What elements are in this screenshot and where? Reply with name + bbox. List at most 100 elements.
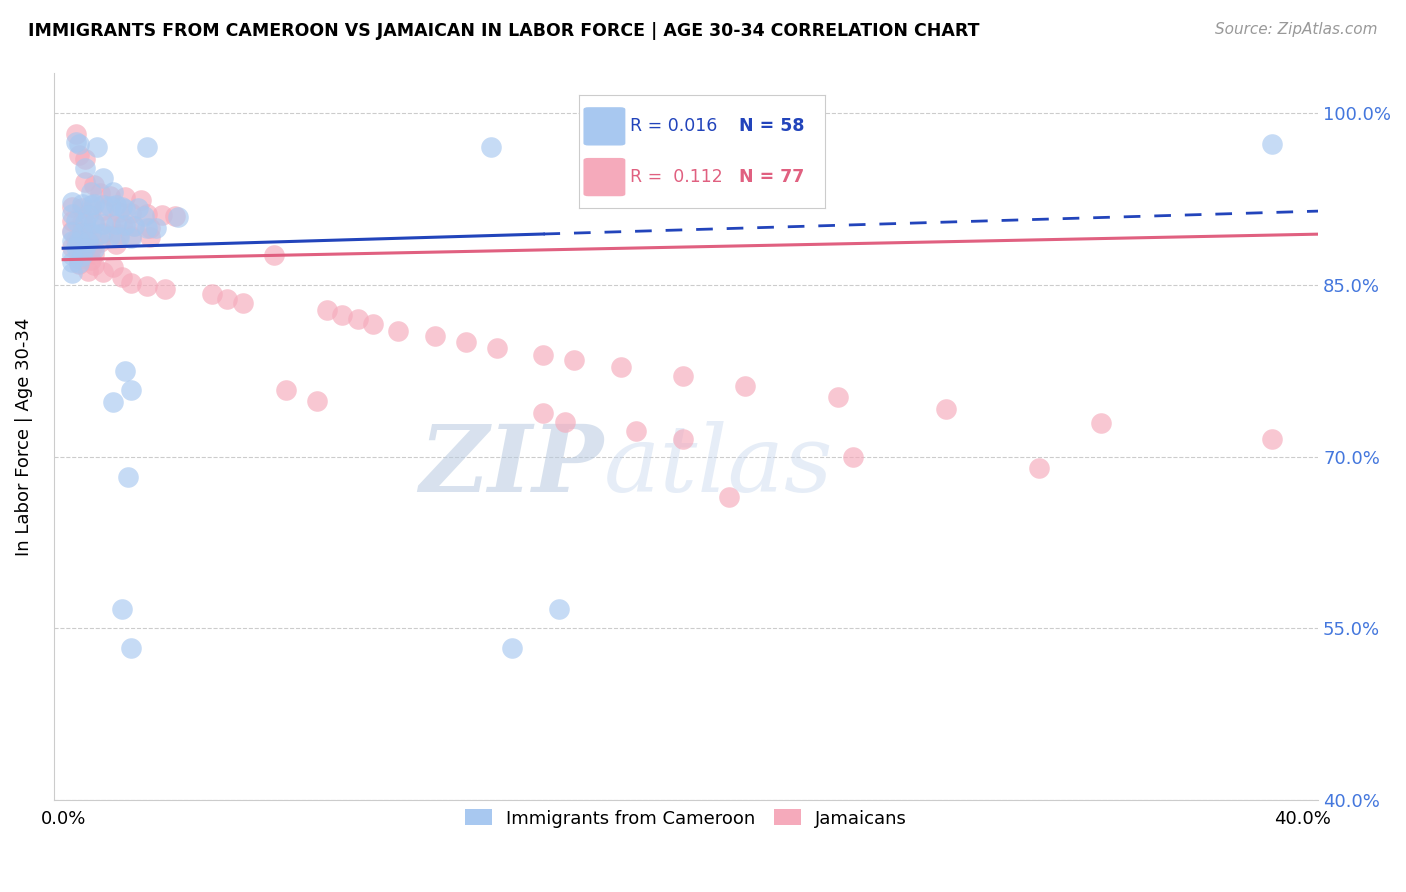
Point xyxy=(89,227,111,242)
Point xyxy=(73,225,96,239)
Point xyxy=(361,317,384,331)
Point xyxy=(93,203,115,218)
Point xyxy=(127,201,149,215)
Point xyxy=(842,450,865,464)
Point xyxy=(111,200,134,214)
Point xyxy=(73,161,96,175)
Point xyxy=(73,215,96,229)
Point xyxy=(93,197,115,211)
Point xyxy=(120,383,142,397)
Point xyxy=(533,348,555,362)
Point xyxy=(114,202,136,217)
Point xyxy=(80,252,103,267)
Text: Source: ZipAtlas.com: Source: ZipAtlas.com xyxy=(1215,22,1378,37)
Point xyxy=(62,207,84,221)
Point xyxy=(83,196,105,211)
Point xyxy=(718,490,741,504)
Point xyxy=(62,195,84,210)
Point xyxy=(114,219,136,233)
Point xyxy=(120,640,142,655)
Point xyxy=(70,241,93,255)
Point xyxy=(62,225,84,239)
Point xyxy=(67,252,90,266)
Point xyxy=(73,175,96,189)
Point xyxy=(65,240,87,254)
Point xyxy=(485,341,508,355)
Point xyxy=(65,135,87,149)
Point xyxy=(67,148,90,162)
Point xyxy=(77,208,100,222)
Point xyxy=(83,216,105,230)
Point xyxy=(83,178,105,193)
Point xyxy=(387,324,409,338)
Point xyxy=(120,276,142,290)
Legend: Immigrants from Cameroon, Jamaicans: Immigrants from Cameroon, Jamaicans xyxy=(457,802,914,835)
Point xyxy=(80,243,103,257)
Point xyxy=(80,202,103,217)
Point xyxy=(67,136,90,151)
Point xyxy=(163,209,186,223)
Point xyxy=(330,308,353,322)
Point xyxy=(101,260,124,274)
Point xyxy=(65,127,87,141)
Point xyxy=(67,256,90,270)
Point xyxy=(108,204,131,219)
Point xyxy=(80,227,103,241)
Point xyxy=(201,287,224,301)
Point xyxy=(80,185,103,199)
Y-axis label: In Labor Force | Age 30-34: In Labor Force | Age 30-34 xyxy=(15,318,32,556)
Point xyxy=(232,296,254,310)
Point xyxy=(135,279,157,293)
Point xyxy=(62,200,84,214)
Point xyxy=(108,227,131,242)
Point xyxy=(65,233,87,247)
Point xyxy=(83,259,105,273)
Point xyxy=(124,219,146,234)
Point xyxy=(77,235,100,250)
Point xyxy=(98,199,121,213)
Point xyxy=(155,282,177,296)
Point xyxy=(120,231,142,245)
Point xyxy=(315,303,337,318)
Point xyxy=(129,193,152,207)
Text: atlas: atlas xyxy=(603,421,834,511)
Point xyxy=(734,378,756,392)
Point xyxy=(93,265,115,279)
Point xyxy=(276,383,298,397)
Point xyxy=(626,425,648,439)
Point xyxy=(217,292,239,306)
Point xyxy=(307,393,329,408)
Point xyxy=(263,248,285,262)
Point xyxy=(104,217,127,231)
Text: ZIP: ZIP xyxy=(419,421,603,511)
Point xyxy=(62,224,84,238)
Point xyxy=(83,216,105,230)
Point xyxy=(62,267,84,281)
Point xyxy=(111,269,134,284)
Point xyxy=(554,415,576,429)
Point xyxy=(98,188,121,202)
Point xyxy=(827,390,849,404)
Point xyxy=(1260,433,1282,447)
Point xyxy=(139,220,162,235)
Point xyxy=(70,201,93,215)
Text: IMMIGRANTS FROM CAMEROON VS JAMAICAN IN LABOR FORCE | AGE 30-34 CORRELATION CHAR: IMMIGRANTS FROM CAMEROON VS JAMAICAN IN … xyxy=(28,22,980,40)
Point xyxy=(108,229,131,244)
Point xyxy=(1260,136,1282,151)
Point xyxy=(62,235,84,249)
Point xyxy=(166,211,188,225)
Point xyxy=(610,360,633,375)
Point xyxy=(120,205,142,219)
Point xyxy=(89,235,111,250)
Point xyxy=(70,227,93,241)
Point xyxy=(83,247,105,261)
Point xyxy=(564,353,586,368)
Point xyxy=(98,228,121,243)
Point xyxy=(80,197,103,211)
Point xyxy=(83,243,105,257)
Point xyxy=(73,152,96,166)
Point xyxy=(132,209,155,223)
Point xyxy=(135,140,157,154)
Point xyxy=(70,215,93,229)
Point xyxy=(62,248,84,262)
